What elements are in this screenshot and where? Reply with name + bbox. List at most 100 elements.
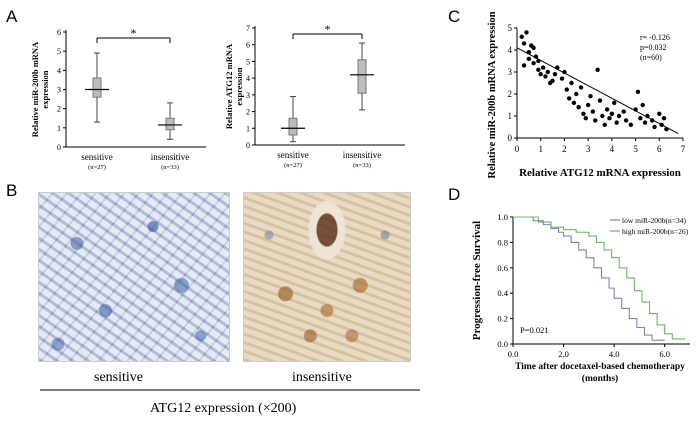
n-label: (n=27)	[88, 164, 106, 171]
stat-label: (n=60)	[640, 53, 662, 62]
x-tick-label: 1	[538, 144, 543, 154]
scatter-point	[652, 124, 657, 130]
y-tick-label: 1	[246, 124, 250, 133]
scatter-point	[621, 109, 626, 114]
scatter-point	[574, 91, 579, 97]
regression-line	[516, 47, 679, 135]
y-tick-label: 3	[57, 86, 61, 95]
x-tick-label: 3	[586, 144, 591, 154]
scatter-point	[531, 45, 536, 50]
significance-star: *	[325, 22, 331, 36]
y-tick-label: 3	[508, 67, 513, 77]
scatter-point	[642, 120, 648, 125]
y-axis-title: expression	[234, 67, 244, 105]
scatter-point	[638, 116, 643, 121]
y-tick-label: 0.4	[497, 288, 508, 298]
scatter-point	[657, 111, 662, 117]
category-label: sensitive	[81, 152, 113, 162]
n-label: (n=33)	[353, 162, 371, 169]
scatter-point	[585, 102, 591, 108]
n-label: (n=33)	[161, 164, 179, 171]
scatter-point	[609, 111, 615, 117]
x-tick-label: 6.0	[659, 349, 670, 359]
y-axis-title: expression	[40, 70, 50, 108]
x-tick-label: 4.0	[609, 349, 620, 359]
y-tick-label: 2	[508, 89, 513, 99]
y-tick-label: 7	[246, 24, 250, 33]
scatter-point	[571, 100, 577, 106]
x-tick-label: 0	[515, 144, 520, 154]
n-label: (n=27)	[284, 162, 302, 169]
x-tick-label: 7	[681, 144, 686, 154]
box-iqr	[357, 59, 367, 94]
y-tick-label: 0	[57, 143, 61, 152]
y-tick-label: 2	[246, 108, 250, 117]
scatter-point	[581, 111, 586, 117]
y-tick-label: 6	[57, 28, 61, 37]
scatter-point	[597, 98, 603, 103]
scatter-point	[595, 67, 600, 73]
scatter-point	[600, 113, 605, 119]
category-label: insensitive	[343, 150, 382, 160]
y-tick-label: 0.2	[497, 314, 508, 324]
micrograph-caption: ATG12 expression (×200)	[150, 401, 297, 416]
y-tick-label: 0.0	[497, 339, 508, 349]
scatter-point	[536, 67, 541, 73]
x-axis-title: Relative ATG12 mRNA expression	[519, 167, 681, 179]
significance-star: *	[131, 26, 137, 40]
y-tick-label: 1	[508, 111, 513, 121]
micrograph-sensitive	[38, 192, 230, 362]
y-tick-label: 1.0	[497, 212, 508, 222]
stat-label: p=0.032	[640, 43, 667, 52]
scatter-point	[602, 122, 607, 128]
scatter-point	[569, 80, 574, 86]
category-label: insensitive	[151, 152, 190, 162]
y-tick-label: 4	[246, 74, 250, 83]
x-axis-title: (months)	[582, 373, 618, 384]
y-tick-label: 6	[246, 41, 250, 50]
scatter-point	[566, 96, 572, 101]
survival-curve: 0.0 2.0 4.0 6.0 0.0 0.2 0.4 0.6 0.8 1.0 low miR-20…	[471, 212, 690, 384]
panel-letter-b: B	[6, 181, 17, 200]
y-axis-title: Relative miR-200b mRNA expression	[487, 11, 498, 178]
scatter-point	[552, 72, 558, 77]
scatter-point	[614, 120, 619, 125]
scatter-point	[524, 30, 529, 35]
panel-letter-a: A	[6, 7, 18, 26]
boxplot-atg12: 0 1 2 3 4 5 6 7 sensitive (n=27) insensitive (n=33)…	[224, 22, 405, 169]
scatter-point	[628, 122, 634, 128]
y-tick-label: 0.8	[497, 237, 508, 247]
micrograph-label-insensitive: insensitive	[292, 370, 352, 385]
scatter-point	[616, 113, 622, 119]
x-axis-title: Time after docetaxel-based chemotherapy	[515, 362, 685, 372]
x-tick-label: 5	[633, 144, 638, 154]
y-tick-label: 1	[57, 124, 61, 133]
scatter-point	[540, 65, 546, 70]
scatter-point	[604, 107, 610, 112]
survival-line	[513, 216, 665, 341]
scatter-point	[531, 61, 536, 66]
micrograph-label-sensitive: sensitive	[94, 370, 143, 385]
scatter-point	[521, 63, 527, 68]
y-tick-label: 4	[508, 45, 513, 55]
p-value-label: P=0.021	[520, 325, 549, 335]
y-tick-label: 4	[57, 66, 61, 75]
legend-label: high miR-200b(n=26)	[622, 227, 689, 236]
scatter-point	[583, 116, 588, 121]
scatter-point	[543, 74, 548, 79]
scatter-point	[521, 41, 527, 46]
scatter-point	[588, 94, 593, 99]
x-tick-label: 6	[657, 144, 662, 154]
y-tick-label: 3	[246, 91, 250, 100]
y-tick-label: 0.6	[497, 263, 508, 273]
y-tick-label: 5	[246, 57, 250, 66]
panel-letter-d: D	[448, 185, 460, 204]
y-tick-label: 5	[508, 23, 513, 33]
box-iqr	[288, 117, 298, 136]
x-tick-label: 2	[562, 144, 567, 154]
box-iqr	[92, 77, 102, 98]
scatter-point	[635, 89, 641, 95]
y-axis-title: Relative ATG12 mRNA	[224, 43, 234, 129]
stat-label: r= -0.126	[640, 33, 670, 42]
